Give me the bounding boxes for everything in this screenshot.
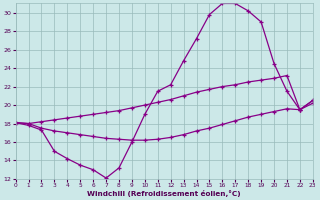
X-axis label: Windchill (Refroidissement éolien,°C): Windchill (Refroidissement éolien,°C) [87, 190, 241, 197]
